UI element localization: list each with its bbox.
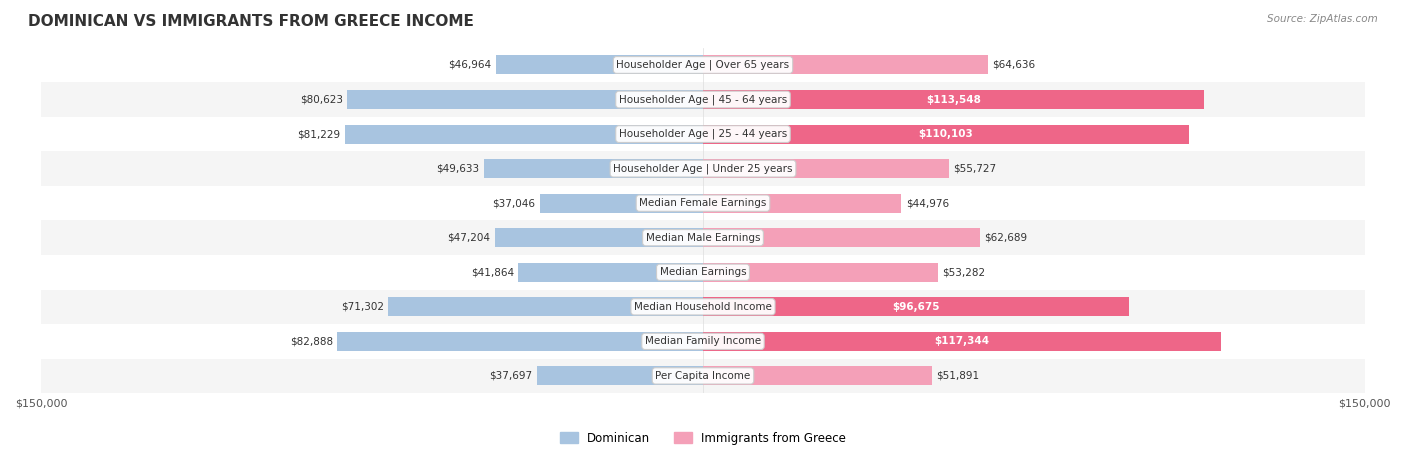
Bar (388, 297, 703, 316)
Bar (347, 90, 703, 109)
Text: $47,204: $47,204 (447, 233, 491, 243)
Text: Householder Age | Over 65 years: Householder Age | Over 65 years (616, 60, 790, 70)
Text: Householder Age | 25 - 44 years: Householder Age | 25 - 44 years (619, 129, 787, 139)
Text: Median Male Earnings: Median Male Earnings (645, 233, 761, 243)
Text: $80,623: $80,623 (299, 94, 343, 105)
Bar (703, 90, 1204, 109)
Text: DOMINICAN VS IMMIGRANTS FROM GREECE INCOME: DOMINICAN VS IMMIGRANTS FROM GREECE INCO… (28, 14, 474, 29)
Text: Householder Age | 45 - 64 years: Householder Age | 45 - 64 years (619, 94, 787, 105)
Text: Median Household Income: Median Household Income (634, 302, 772, 312)
Text: $62,689: $62,689 (984, 233, 1028, 243)
Bar (703, 159, 949, 178)
Text: Per Capita Income: Per Capita Income (655, 371, 751, 381)
Text: Median Earnings: Median Earnings (659, 267, 747, 277)
Bar (41, 117, 1365, 151)
Bar (41, 290, 1365, 324)
Text: $117,344: $117,344 (934, 336, 990, 347)
Bar (496, 56, 703, 74)
Text: $64,636: $64,636 (993, 60, 1036, 70)
Bar (41, 186, 1365, 220)
Bar (344, 125, 703, 143)
Bar (540, 194, 703, 212)
Bar (41, 48, 1365, 82)
Text: Median Female Earnings: Median Female Earnings (640, 198, 766, 208)
Text: Householder Age | Under 25 years: Householder Age | Under 25 years (613, 163, 793, 174)
Bar (703, 367, 932, 385)
Bar (41, 255, 1365, 290)
Bar (41, 359, 1365, 393)
Bar (41, 151, 1365, 186)
Text: $41,864: $41,864 (471, 267, 515, 277)
Text: $113,548: $113,548 (927, 94, 981, 105)
Text: Median Family Income: Median Family Income (645, 336, 761, 347)
Bar (41, 220, 1365, 255)
Bar (703, 228, 980, 247)
Bar (703, 194, 901, 212)
Text: $37,046: $37,046 (492, 198, 536, 208)
Bar (484, 159, 703, 178)
Bar (703, 56, 988, 74)
Bar (537, 367, 703, 385)
Text: $81,229: $81,229 (297, 129, 340, 139)
Text: $96,675: $96,675 (893, 302, 941, 312)
Legend: Dominican, Immigrants from Greece: Dominican, Immigrants from Greece (555, 427, 851, 449)
Text: $37,697: $37,697 (489, 371, 533, 381)
Text: $53,282: $53,282 (942, 267, 986, 277)
Text: $82,888: $82,888 (290, 336, 333, 347)
Text: $46,964: $46,964 (449, 60, 492, 70)
Text: $71,302: $71,302 (342, 302, 384, 312)
Text: Source: ZipAtlas.com: Source: ZipAtlas.com (1267, 14, 1378, 24)
Text: $44,976: $44,976 (905, 198, 949, 208)
Bar (703, 297, 1129, 316)
Bar (495, 228, 703, 247)
Text: $55,727: $55,727 (953, 163, 997, 174)
Text: $110,103: $110,103 (918, 129, 973, 139)
Text: $49,633: $49,633 (436, 163, 479, 174)
Text: $51,891: $51,891 (936, 371, 980, 381)
Bar (41, 82, 1365, 117)
Bar (703, 125, 1188, 143)
Bar (337, 332, 703, 351)
Bar (703, 332, 1220, 351)
Bar (703, 263, 938, 282)
Bar (41, 324, 1365, 359)
Bar (519, 263, 703, 282)
